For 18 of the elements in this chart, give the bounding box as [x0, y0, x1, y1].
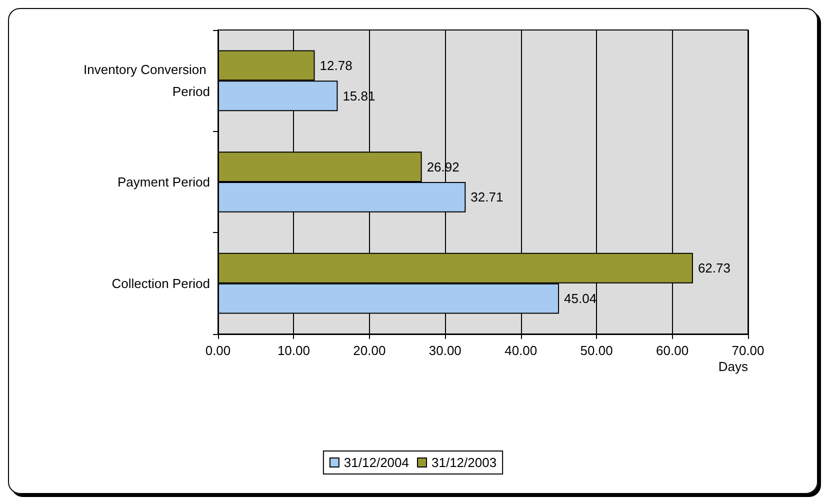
data-label: 62.73: [698, 260, 731, 276]
x-tick-label: 60.00: [656, 343, 689, 358]
legend-label: 31/12/2004: [344, 455, 410, 470]
x-tick-label: 30.00: [428, 343, 462, 358]
x-axis-title: Days: [718, 359, 748, 374]
y-tick-label: Payment Period: [118, 174, 210, 190]
y-tick-label: Inventory Conversion Period: [84, 62, 210, 100]
x-tick-label: 0.00: [205, 343, 231, 358]
x-tick-label: 20.00: [353, 343, 386, 358]
y-tick-label: Collection Period: [112, 276, 210, 291]
data-label: 12.78: [320, 58, 352, 73]
x-tick-label: 40.00: [504, 343, 538, 358]
data-label: 45.04: [564, 291, 597, 306]
x-tick-label: 70.00: [732, 343, 764, 358]
legend-label: 31/12/2003: [432, 455, 497, 470]
data-label: 32.71: [470, 190, 504, 205]
x-tick-label: 10.00: [277, 343, 310, 358]
x-tick-label: 50.00: [580, 343, 613, 358]
